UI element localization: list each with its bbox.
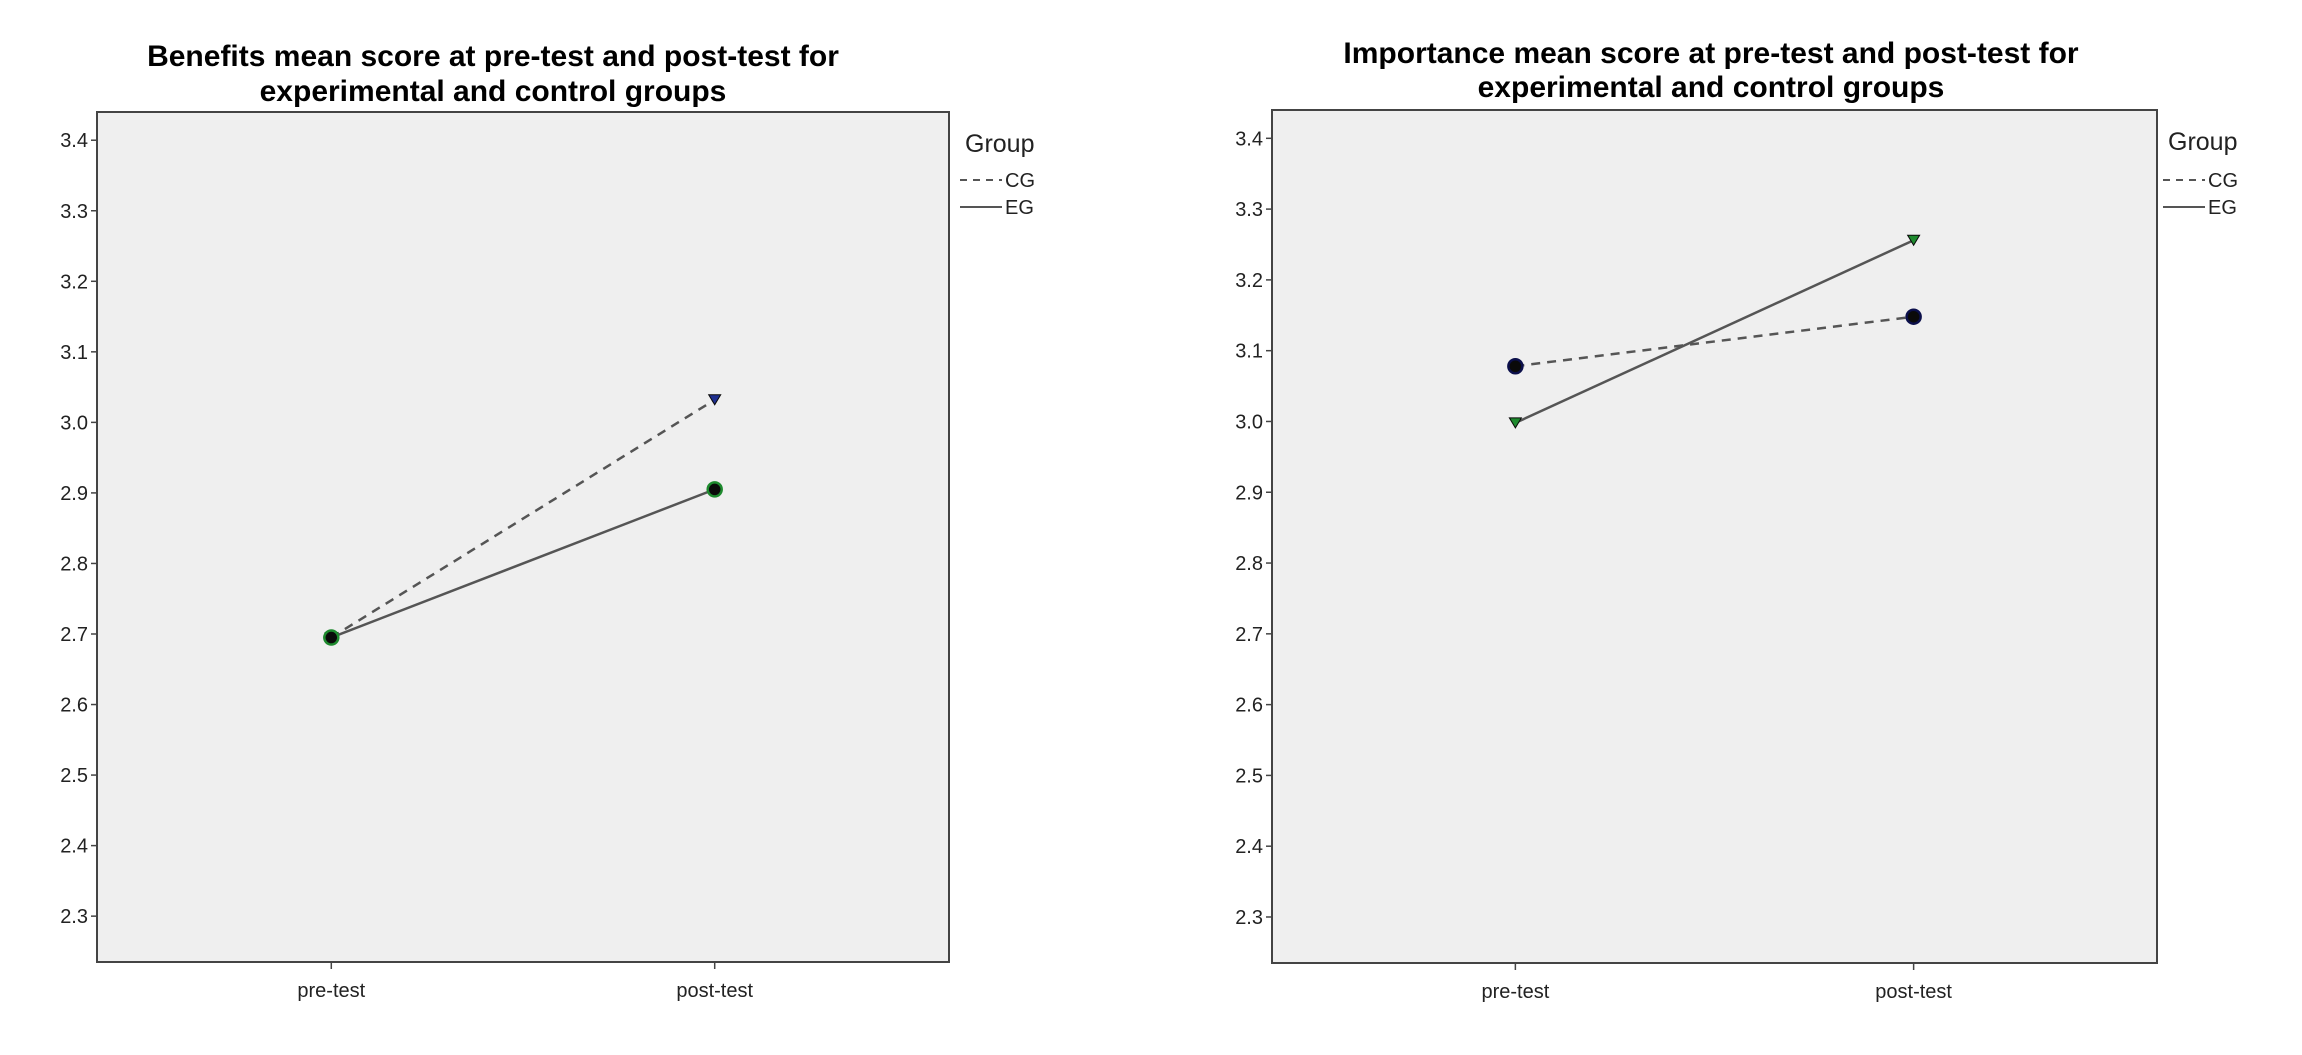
plot-area (1271, 109, 2158, 964)
series-line-eg (1514, 239, 1915, 425)
y-tick-label: 2.8 (60, 553, 88, 575)
y-tick-label: 3.2 (60, 271, 88, 293)
y-tick-label: 3.1 (60, 342, 88, 364)
x-tick-label: post-test (1875, 981, 1952, 1003)
y-tick-label: 3.4 (1235, 128, 1263, 150)
y-tick-label: 3.1 (1235, 341, 1263, 363)
y-tick-label: 3.0 (1235, 411, 1263, 433)
y-tick-label: 3.2 (1235, 270, 1263, 292)
data-point-eg (1508, 417, 1523, 429)
legend-label-cg: CG (2208, 170, 2238, 192)
y-tick-label: 2.9 (60, 483, 88, 505)
chart-2: Importance mean score at pre-test and po… (1235, 37, 2238, 1003)
y-tick-label: 3.4 (60, 130, 88, 152)
legend-title: Group (2168, 128, 2237, 156)
chart-title-line: Benefits mean score at pre-test and post… (147, 40, 839, 73)
y-tick-label: 3.3 (1235, 199, 1263, 221)
y-tick-label: 2.7 (1235, 624, 1263, 646)
data-point-eg (323, 629, 340, 646)
y-tick-label: 2.8 (1235, 553, 1263, 575)
y-tick-label: 2.9 (1235, 482, 1263, 504)
plot-area (96, 111, 950, 963)
chart-title-line: experimental and control groups (260, 75, 727, 108)
data-point-cg (707, 394, 722, 406)
legend-label-cg: CG (1005, 170, 1035, 192)
y-tick-label: 2.6 (60, 695, 88, 717)
series-line-cg (330, 398, 716, 639)
legend-label-eg: EG (1005, 197, 1034, 219)
y-tick-label: 2.3 (60, 906, 88, 928)
series-line-cg (1515, 315, 1914, 368)
y-tick-label: 3.0 (60, 412, 88, 434)
y-tick-label: 2.4 (1235, 836, 1263, 858)
series-line-eg (330, 488, 716, 639)
y-tick-label: 3.3 (60, 201, 88, 223)
chart-title-line: experimental and control groups (1478, 71, 1945, 104)
legend: Group CG EG (2163, 128, 2238, 219)
chart-title-line: Importance mean score at pre-test and po… (1343, 37, 2078, 70)
y-tick-label: 2.5 (60, 765, 88, 787)
y-tick-label: 2.7 (60, 624, 88, 646)
data-point-eg (1906, 234, 1921, 247)
x-tick-label: post-test (676, 980, 753, 1002)
y-tick-label: 2.4 (60, 836, 88, 858)
legend-title: Group (965, 130, 1034, 158)
legend-label-eg: EG (2208, 197, 2237, 219)
data-point-eg (706, 481, 723, 498)
data-point-cg (1905, 308, 1922, 325)
y-tick-label: 2.6 (1235, 695, 1263, 717)
y-tick-label: 2.3 (1235, 907, 1263, 929)
legend: Group CG EG (960, 130, 1035, 219)
data-point-cg (1507, 358, 1524, 375)
x-tick-label: pre-test (1481, 981, 1549, 1003)
chart-1: Benefits mean score at pre-test and post… (60, 40, 1035, 1002)
y-tick-label: 2.5 (1235, 765, 1263, 787)
x-tick-label: pre-test (297, 980, 365, 1002)
